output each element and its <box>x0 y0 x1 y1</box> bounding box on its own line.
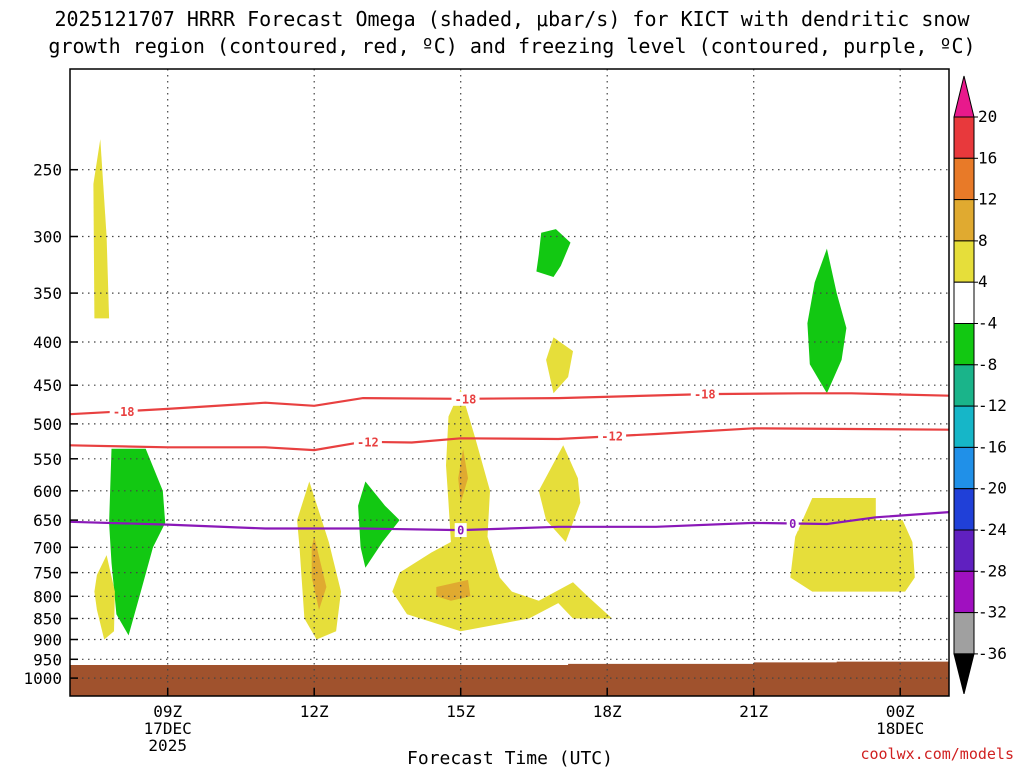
colorbar-box-10 <box>953 488 975 531</box>
dgz-minus18-label-bg-0 <box>109 404 138 419</box>
omega-region-13 <box>790 498 915 592</box>
colorbar-label-4: 4 <box>978 272 988 291</box>
colorbar-label-10: -24 <box>978 520 1007 539</box>
y-tick-label-1000: 1000 <box>23 669 62 688</box>
axes: 250 300 350 400 450 500 550 600 650 700 750 800 850 9… <box>23 68 950 755</box>
y-tick-label-450: 450 <box>33 376 62 395</box>
omega-region-8 <box>436 579 471 601</box>
dgz-minus18-label-1: -18 <box>455 392 477 406</box>
omega-region-9 <box>538 445 581 542</box>
dgz-minus18-label-2: -18 <box>694 388 716 402</box>
dgz-minus18-label-0: -18 <box>113 405 135 419</box>
colorbar-label-9: -20 <box>978 479 1007 498</box>
colorbar-box-1 <box>953 116 975 159</box>
colorbar-box-3 <box>953 199 975 242</box>
plot-frame <box>69 68 950 697</box>
x-tick-label-00Z-0: 00Z <box>886 702 915 721</box>
y-tick-label-300: 300 <box>33 228 62 247</box>
y-tick-label-800: 800 <box>33 587 62 606</box>
colorbar-label-2: 12 <box>978 190 997 209</box>
x-tick-label-09Z-0: 09Z <box>153 702 182 721</box>
dgz-minus18-label-bg-1 <box>451 391 480 406</box>
y-tick-label-950: 950 <box>33 650 62 669</box>
x-tick-label-12Z-0: 12Z <box>300 702 329 721</box>
x-axis-label: Forecast Time (UTC) <box>407 748 613 768</box>
colorbar-box-9 <box>953 446 975 490</box>
colorbar-box-7 <box>953 364 975 407</box>
freezing-level-0-label-1: 0 <box>789 517 796 531</box>
grid-lines <box>70 69 949 696</box>
omega-region-1 <box>109 448 166 636</box>
freezing-level-0-label-0: 0 <box>457 524 464 538</box>
freezing-level-0-line <box>69 511 950 532</box>
chart-title-line-2: growth region (contoured, red, ºC) and f… <box>48 34 975 58</box>
colorbar-label-1: 16 <box>978 148 997 167</box>
omega-region-12 <box>807 248 847 394</box>
colorbar-label-13: -36 <box>978 644 1007 663</box>
omega-region-4 <box>311 536 327 610</box>
y-tick-label-250: 250 <box>33 161 62 180</box>
omega-region-5 <box>358 481 400 568</box>
y-tick-label-650: 650 <box>33 511 62 530</box>
omega-shaded-regions <box>93 139 915 640</box>
colorbar-label-7: -12 <box>978 396 1007 415</box>
terrain-layer <box>70 661 949 696</box>
freezing-level-0-label-bg-0 <box>454 523 467 538</box>
dgz-minus18-line <box>69 392 950 416</box>
colorbar-box-5 <box>953 281 975 325</box>
omega-region-2 <box>94 555 115 640</box>
credit-link[interactable]: coolwx.com/models <box>860 745 1014 763</box>
freezing-level-0-label-bg-1 <box>786 516 799 531</box>
colorbar-box-4 <box>953 240 975 283</box>
omega-region-10 <box>546 337 573 394</box>
dgz-minus12-label-0: -12 <box>357 435 379 449</box>
colorbar-box-12 <box>953 570 975 614</box>
colorbar-box-8 <box>953 405 975 448</box>
colorbar-label-8: -16 <box>978 437 1007 456</box>
colorbar-label-5: -4 <box>978 314 997 333</box>
colorbar-box-6 <box>953 323 975 366</box>
x-tick-label-18Z-0: 18Z <box>593 702 622 721</box>
omega-region-11 <box>536 229 571 277</box>
y-tick-label-750: 750 <box>33 564 62 583</box>
colorbar-box-2 <box>953 157 975 201</box>
dgz-minus12-label-bg-0 <box>353 434 382 449</box>
dgz-minus12-line <box>69 427 950 452</box>
colorbar-box-11 <box>953 529 975 572</box>
colorbar-label-6: -8 <box>978 355 997 374</box>
colorbar-top-arrow <box>953 75 975 118</box>
contour-lines: -18 -18 -18 -12 -12 0 0 <box>69 387 950 538</box>
y-tick-label-900: 900 <box>33 631 62 650</box>
colorbar-label-0: 20 <box>978 107 997 126</box>
x-tick-label-09Z-1: 17DEC <box>144 719 192 738</box>
colorbar-label-12: -32 <box>978 603 1007 622</box>
colorbar-label-3: 8 <box>978 231 988 250</box>
colorbar-label-11: -28 <box>978 561 1007 580</box>
dgz-minus12-label-bg-1 <box>598 429 627 444</box>
y-tick-label-500: 500 <box>33 415 62 434</box>
y-tick-label-400: 400 <box>33 333 62 352</box>
y-tick-label-600: 600 <box>33 482 62 501</box>
colorbar-box-13 <box>953 612 975 655</box>
y-tick-label-350: 350 <box>33 284 62 303</box>
x-tick-label-00Z-1: 18DEC <box>876 719 924 738</box>
x-tick-label-09Z-2: 2025 <box>148 736 187 755</box>
y-tick-label-850: 850 <box>33 610 62 629</box>
chart-title-line-1: 2025121707 HRRR Forecast Omega (shaded, … <box>54 7 970 31</box>
dgz-minus12-label-1: -12 <box>601 430 623 444</box>
colorbar: 20 16 12 8 4 -4 -8 -12 -16 -20 -24 -28 -32 -36 <box>953 75 1007 695</box>
y-tick-label-550: 550 <box>33 450 62 469</box>
y-tick-label-700: 700 <box>33 538 62 557</box>
omega-region-0 <box>93 139 110 319</box>
x-tick-label-21Z-0: 21Z <box>739 702 768 721</box>
colorbar-bottom-arrow <box>953 653 975 695</box>
terrain-fill <box>70 661 949 696</box>
x-tick-label-15Z-0: 15Z <box>446 702 475 721</box>
dgz-minus18-label-bg-2 <box>690 387 719 402</box>
omega-region-6 <box>392 389 613 632</box>
